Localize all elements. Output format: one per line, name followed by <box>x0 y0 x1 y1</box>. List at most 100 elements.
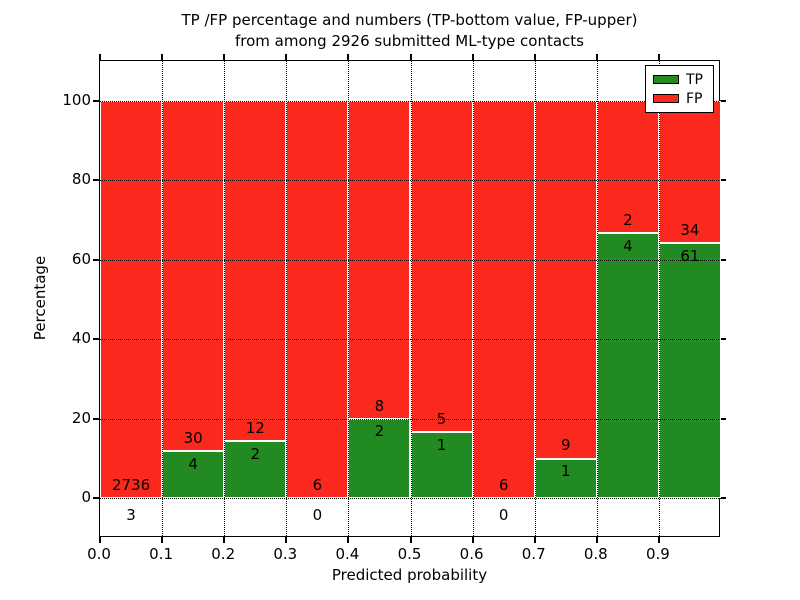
tp-count-label: 1 <box>436 435 447 454</box>
x-tick-label: 0.6 <box>459 545 484 563</box>
y-axis-tick <box>93 99 99 102</box>
x-axis-tick-top <box>471 54 474 60</box>
bar-tp-segment <box>596 233 659 499</box>
x-tick-label: 0.9 <box>645 545 670 563</box>
y-axis-tick <box>93 417 99 420</box>
x-axis-tick-top <box>347 54 350 60</box>
horizontal-gridline <box>100 259 719 261</box>
x-axis-tick <box>223 537 226 543</box>
fp-count-label: 2736 <box>111 475 151 494</box>
x-tick-label: 0.0 <box>87 545 111 563</box>
x-axis-tick-top <box>657 54 660 60</box>
chart-title-line2: from among 2926 submitted ML-type contac… <box>235 32 584 50</box>
bar-fp-segment <box>162 100 225 452</box>
fp-count-label: 8 <box>374 396 385 415</box>
horizontal-gridline <box>100 100 719 102</box>
x-tick-label: 0.4 <box>335 545 360 563</box>
vertical-gridline <box>410 61 412 536</box>
fp-legend-label: FP <box>686 90 703 107</box>
x-axis-tick <box>347 537 350 543</box>
vertical-gridline <box>286 61 288 536</box>
bar-fp-segment <box>286 100 349 499</box>
tp-count-label: 4 <box>623 236 633 255</box>
x-axis-tick <box>409 537 412 543</box>
x-axis-label: Predicted probability <box>331 566 488 584</box>
y-tick-label: 20 <box>71 408 91 427</box>
horizontal-gridline <box>100 418 719 420</box>
x-tick-label: 0.2 <box>211 545 236 563</box>
x-axis-tick <box>161 537 164 543</box>
horizontal-gridline <box>100 498 719 500</box>
tp-count-label: 0 <box>498 505 509 524</box>
x-axis-tick-top <box>161 54 164 60</box>
y-tick-label: 80 <box>71 170 91 189</box>
fp-count-label: 5 <box>436 409 447 428</box>
fp-count-label: 12 <box>245 419 265 438</box>
bar-tp-segment <box>162 451 225 499</box>
fp-legend-swatch-icon <box>653 94 679 103</box>
vertical-gridline <box>658 61 660 536</box>
x-axis-tick <box>657 537 660 543</box>
legend-item-tp: TP <box>653 73 706 87</box>
bar-tp-segment <box>348 418 411 499</box>
x-tick-label: 0.3 <box>273 545 298 563</box>
chart-title: TP /FP percentage and numbers (TP-bottom… <box>0 10 800 52</box>
x-axis-tick <box>533 537 536 543</box>
vertical-gridline <box>162 61 164 536</box>
vertical-gridline <box>224 61 226 536</box>
legend-item-fp: FP <box>653 92 706 106</box>
y-axis-tick-right <box>720 417 726 420</box>
tp-count-label: 61 <box>680 246 700 265</box>
y-axis-tick-right <box>720 179 726 182</box>
x-tick-label: 0.5 <box>397 545 422 563</box>
fp-count-label: 6 <box>312 476 323 495</box>
fp-count-label: 9 <box>560 436 571 455</box>
x-axis-tick <box>99 537 101 543</box>
tp-count-label: 3 <box>126 505 136 524</box>
tp-legend-swatch-icon <box>653 75 679 84</box>
y-axis-tick <box>93 338 99 341</box>
tp-count-label: 2 <box>250 445 261 464</box>
vertical-gridline <box>472 61 474 536</box>
x-axis-tick-top <box>595 54 598 60</box>
y-axis-label: Percentage <box>31 255 49 341</box>
bar-fp-segment <box>100 100 163 498</box>
vertical-gridline <box>534 61 536 536</box>
bar-tp-segment <box>224 441 287 499</box>
x-tick-label: 0.7 <box>521 545 546 563</box>
fp-count-label: 6 <box>498 476 509 495</box>
bar-tp-segment <box>534 458 597 499</box>
y-axis-tick <box>93 179 99 182</box>
x-axis-tick-top <box>285 54 288 60</box>
bar-fp-segment <box>534 100 597 459</box>
horizontal-gridline <box>100 180 719 182</box>
x-tick-label: 0.8 <box>583 545 608 563</box>
tp-legend-label: TP <box>686 71 703 88</box>
fp-count-label: 30 <box>183 429 203 448</box>
y-axis-tick-right <box>720 258 726 261</box>
x-axis-tick-top <box>409 54 412 60</box>
x-axis-tick-top <box>99 54 101 60</box>
x-axis-tick-top <box>533 54 536 60</box>
fp-count-label: 2 <box>623 211 633 230</box>
tp-count-label: 0 <box>312 505 323 524</box>
x-axis-tick <box>595 537 598 543</box>
x-axis-tick <box>285 537 288 543</box>
tp-count-label: 1 <box>560 462 571 481</box>
bar-fp-segment <box>410 100 473 432</box>
chart-title-line1: TP /FP percentage and numbers (TP-bottom… <box>181 11 638 29</box>
x-axis-tick <box>471 537 474 543</box>
y-axis-tick-right <box>720 99 726 102</box>
y-axis-tick-right <box>720 338 726 341</box>
y-axis-tick <box>93 497 99 500</box>
plot-area: 2736 3 30 4 12 2 6 0 8 2 5 1 6 0 9 1 2 4 34 61 <box>99 60 721 537</box>
y-axis-tick-right <box>720 497 726 500</box>
bar-fp-segment <box>472 100 535 499</box>
tp-count-label: 4 <box>188 455 198 474</box>
bar-tp-segment <box>658 243 721 499</box>
x-tick-label: 0.1 <box>149 545 174 563</box>
fp-count-label: 34 <box>680 220 700 239</box>
y-axis-tick <box>93 258 99 261</box>
legend: TP FP <box>645 65 714 113</box>
